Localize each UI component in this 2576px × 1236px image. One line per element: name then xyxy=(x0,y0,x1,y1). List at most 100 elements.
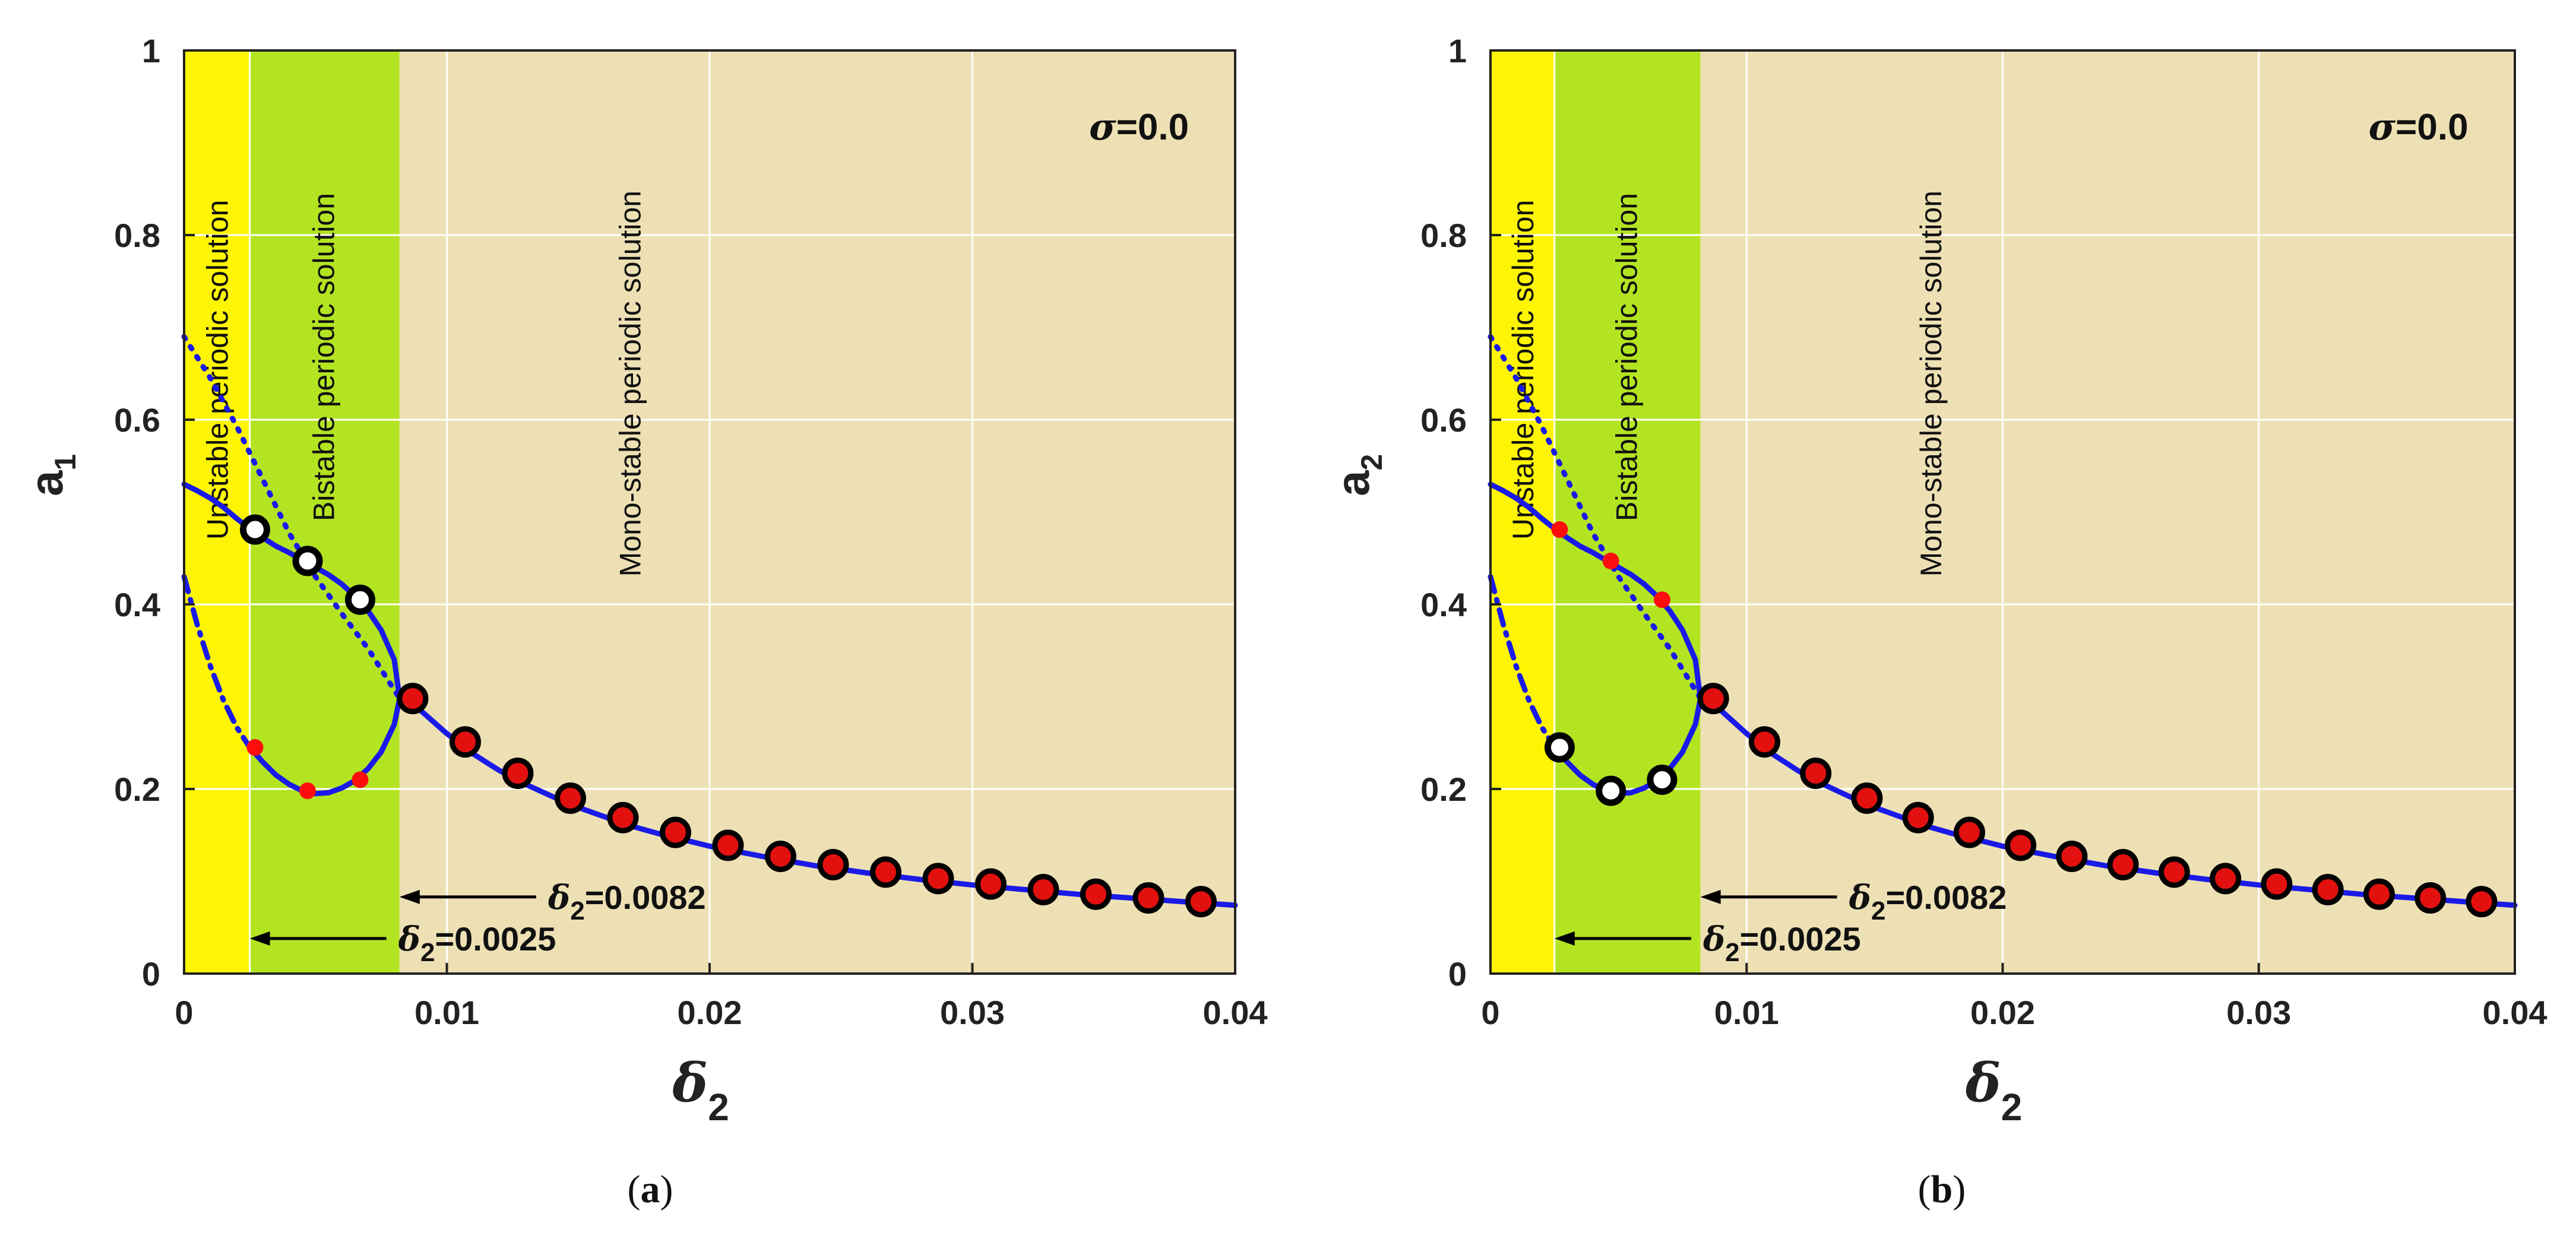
x-axis-label-subscript: 2 xyxy=(2001,1086,2023,1129)
x-tick-label: 0.03 xyxy=(2226,994,2291,1031)
marker-small-red xyxy=(246,739,264,756)
y-axis-label: a1 xyxy=(20,454,82,496)
marker-large-white xyxy=(1647,764,1678,795)
annotation-symbol: δ xyxy=(1849,878,1871,917)
marker-large-red xyxy=(1080,878,1112,910)
x-axis-label: δ2 xyxy=(1965,1051,2023,1129)
y-tick-label: 0.2 xyxy=(114,771,160,808)
annotation-arrowhead xyxy=(1700,889,1721,904)
series-line-1 xyxy=(247,696,403,797)
sigma-value: =0.0 xyxy=(1116,107,1189,148)
marker-large-red xyxy=(1027,873,1059,905)
x-tick-label: 0.03 xyxy=(940,994,1005,1031)
x-axis-label-base: δ xyxy=(1965,1051,2001,1114)
panel-label-letter: b xyxy=(1931,1168,1953,1211)
marker-large-red xyxy=(607,801,639,833)
y-tick-label: 0.4 xyxy=(114,586,160,623)
marker-large-white xyxy=(292,546,323,576)
x-tick-label: 0.01 xyxy=(1714,994,1779,1031)
annotation-subscript: 2 xyxy=(1725,938,1739,967)
panel-label: (a) xyxy=(628,1168,673,1211)
series-line-0 xyxy=(1488,481,1704,702)
annotation-label-0: δ2=0.0082 xyxy=(548,878,706,926)
marker-large-red xyxy=(449,726,481,758)
annotation-label-0: δ2=0.0082 xyxy=(1849,878,2007,926)
sigma-label: σ=0.0 xyxy=(1089,105,1189,148)
marker-large-red xyxy=(2466,886,2498,918)
marker-large-red xyxy=(869,856,901,888)
marker-large-red xyxy=(2312,873,2344,905)
y-tick-label: 1 xyxy=(142,32,160,69)
series-line-1 xyxy=(1552,696,1704,797)
sigma-value: =0.0 xyxy=(2395,107,2468,148)
x-tick-label: 0 xyxy=(175,994,193,1031)
marker-large-red xyxy=(1132,882,1164,914)
x-tick-label: 0.02 xyxy=(678,994,742,1031)
marker-large-red xyxy=(502,758,534,790)
marker-large-red xyxy=(2363,878,2395,910)
y-axis-label-subscript: 1 xyxy=(49,454,82,471)
region-background-0 xyxy=(184,50,250,974)
marker-large-red xyxy=(712,829,744,861)
region-label-1: Bistable periodic solution xyxy=(1610,193,1644,521)
x-tick-label: 0 xyxy=(1481,994,1499,1031)
panel-label-close: ) xyxy=(660,1168,673,1211)
marker-large-red xyxy=(397,683,429,715)
marker-large-red xyxy=(764,841,796,873)
y-tick-label: 0.2 xyxy=(1420,771,1467,808)
y-tick-label: 1 xyxy=(1448,32,1467,69)
region-background-0 xyxy=(1490,50,1555,974)
series-line-2 xyxy=(181,573,253,750)
annotation-arrowhead xyxy=(399,889,420,904)
marker-large-red xyxy=(1697,683,1729,715)
sigma-symbol: σ xyxy=(2368,105,2395,148)
annotation-symbol: δ xyxy=(398,920,420,959)
annotation-arrowhead xyxy=(249,931,270,946)
y-tick-label: 0.6 xyxy=(114,401,160,439)
annotation-value: =0.0025 xyxy=(435,920,556,958)
marker-small-red xyxy=(352,771,369,788)
series-line-3 xyxy=(1488,334,1704,702)
sigma-symbol: σ xyxy=(1089,105,1116,148)
chart-panel-b: Unstable periodic solution Bistable perio… xyxy=(1327,32,2547,1211)
marker-large-white xyxy=(344,584,375,615)
marker-large-red xyxy=(1851,782,1883,815)
marker-large-red xyxy=(2107,849,2139,881)
marker-large-white xyxy=(1544,732,1575,763)
region-background-1 xyxy=(249,50,400,974)
region-background-2 xyxy=(1700,50,2515,974)
marker-large-red xyxy=(659,816,691,848)
sigma-label: σ=0.0 xyxy=(2368,105,2468,148)
marker-large-red xyxy=(1800,758,1832,790)
marker-large-red xyxy=(2210,863,2242,895)
x-axis-label-subscript: 2 xyxy=(708,1086,729,1129)
marker-small-red xyxy=(299,782,316,800)
y-axis-label-base: a xyxy=(1327,470,1379,496)
marker-large-red xyxy=(2261,868,2293,900)
marker-large-red xyxy=(1748,726,1780,758)
marker-large-red xyxy=(554,782,586,815)
marker-large-white xyxy=(1596,775,1626,806)
annotation-symbol: δ xyxy=(1702,920,1725,959)
marker-small-red xyxy=(1653,591,1670,609)
marker-large-red xyxy=(2158,856,2190,888)
x-tick-label: 0.04 xyxy=(2483,994,2547,1031)
region-label-2: Mono-stable periodic solution xyxy=(614,191,647,576)
marker-large-red xyxy=(2056,841,2088,873)
y-tick-label: 0 xyxy=(142,955,160,993)
annotation-subscript: 2 xyxy=(1871,896,1885,926)
annotation-symbol: δ xyxy=(548,878,570,917)
x-axis-label-base: δ xyxy=(672,1051,708,1114)
annotation-label-1: δ2=0.0025 xyxy=(1702,920,1861,967)
marker-small-red xyxy=(1551,521,1568,538)
panel-label-letter: a xyxy=(641,1168,660,1211)
x-axis-label: δ2 xyxy=(672,1051,729,1129)
x-tick-label: 0.01 xyxy=(414,994,479,1031)
y-tick-label: 0.4 xyxy=(1420,586,1467,623)
marker-large-red xyxy=(1953,816,1985,848)
marker-large-red xyxy=(817,849,849,881)
marker-large-red xyxy=(1902,801,1934,833)
panel-label: (b) xyxy=(1918,1168,1966,1211)
region-label-1: Bistable periodic solution xyxy=(308,193,341,521)
